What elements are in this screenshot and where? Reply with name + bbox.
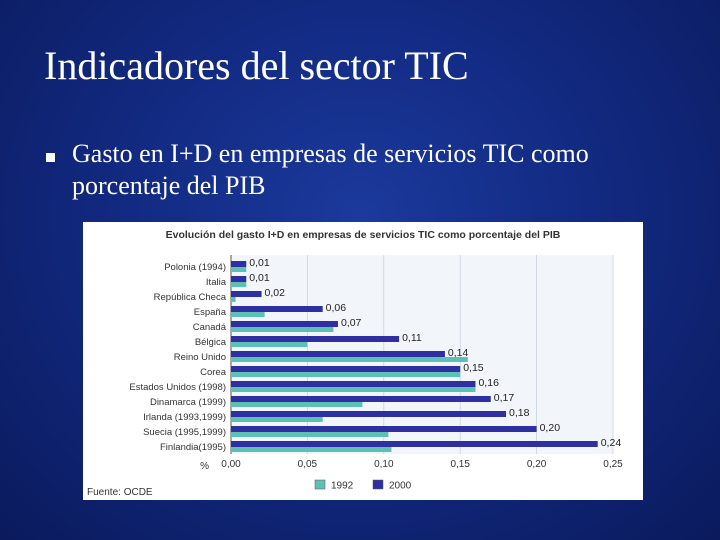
bar-2000 bbox=[231, 351, 445, 357]
category-label: Estados Unidos (1998) bbox=[129, 382, 226, 393]
slide-title: Indicadores del sector TIC bbox=[44, 43, 469, 88]
chart-title: Evolución del gasto I+D en empresas de s… bbox=[166, 229, 561, 241]
bar-1992 bbox=[231, 387, 476, 392]
data-label: 0,01 bbox=[249, 257, 270, 269]
data-label: 0,18 bbox=[509, 407, 530, 419]
chart-source: Fuente: OCDE bbox=[87, 487, 153, 498]
bar-1992 bbox=[231, 447, 392, 452]
data-label: 0,16 bbox=[478, 377, 499, 389]
bar-2000 bbox=[231, 276, 247, 282]
x-tick-label: 0,15 bbox=[450, 459, 470, 470]
data-label: 0,20 bbox=[540, 422, 561, 434]
category-label: Canadá bbox=[193, 322, 227, 333]
bar-1992 bbox=[231, 297, 236, 302]
data-label: 0,01 bbox=[249, 272, 270, 284]
category-label: España bbox=[194, 307, 227, 318]
bar-2000 bbox=[231, 336, 400, 342]
data-label: 0,15 bbox=[463, 362, 484, 374]
bar-1992 bbox=[231, 372, 461, 377]
category-label: Polonia (1994) bbox=[164, 262, 226, 273]
bar-2000 bbox=[231, 396, 491, 402]
legend-label: 1992 bbox=[331, 481, 354, 492]
bar-1992 bbox=[231, 267, 247, 272]
bar-1992 bbox=[231, 357, 468, 362]
data-label: 0,07 bbox=[341, 317, 362, 329]
bar-1992 bbox=[231, 342, 308, 347]
chart: Evolución del gasto I+D en empresas de s… bbox=[87, 229, 623, 498]
bullet-square-icon bbox=[46, 153, 55, 162]
bar-1992 bbox=[231, 402, 363, 407]
bar-2000 bbox=[231, 366, 461, 372]
data-label: 0,14 bbox=[448, 347, 469, 359]
bar-1992 bbox=[231, 312, 265, 317]
category-label: Finlandia(1995) bbox=[160, 442, 226, 453]
x-tick-label: 0,25 bbox=[603, 459, 623, 470]
bar-1992 bbox=[231, 282, 247, 287]
data-label: 0,06 bbox=[326, 302, 347, 314]
bar-2000 bbox=[231, 411, 507, 417]
category-label: Dinamarca (1999) bbox=[150, 397, 226, 408]
legend-swatch bbox=[372, 479, 384, 490]
legend-label: 2000 bbox=[389, 481, 412, 492]
bar-2000 bbox=[231, 306, 323, 312]
bar-2000 bbox=[231, 261, 247, 267]
category-label: Bélgica bbox=[195, 337, 227, 348]
bar-2000 bbox=[231, 441, 598, 447]
category-label: Reino Unido bbox=[174, 352, 226, 363]
bar-2000 bbox=[231, 321, 338, 327]
bullet-text: Gasto en I+D en empresas de servicios TI… bbox=[72, 139, 589, 200]
category-label: Irlanda (1993,1999) bbox=[143, 412, 226, 423]
category-label: República Checa bbox=[154, 292, 227, 303]
bar-1992 bbox=[231, 327, 334, 332]
legend-swatch bbox=[314, 479, 326, 490]
data-label: 0,24 bbox=[601, 437, 622, 449]
category-label: Suecia (1995,1999) bbox=[143, 427, 226, 438]
x-tick-label: 0,05 bbox=[298, 459, 318, 470]
data-label: 0,17 bbox=[494, 392, 515, 404]
bar-2000 bbox=[231, 381, 476, 387]
x-tick-label: 0,10 bbox=[374, 459, 394, 470]
x-tick-label: 0,20 bbox=[527, 459, 547, 470]
category-label: Italia bbox=[206, 277, 227, 288]
x-axis-label: % bbox=[200, 461, 209, 472]
data-label: 0,02 bbox=[265, 287, 286, 299]
chart-panel: Evolución del gasto I+D en empresas de s… bbox=[83, 222, 643, 500]
category-label: Corea bbox=[200, 367, 227, 378]
x-tick-label: 0,00 bbox=[221, 459, 241, 470]
bar-1992 bbox=[231, 432, 389, 437]
bar-1992 bbox=[231, 417, 323, 422]
bar-2000 bbox=[231, 291, 262, 297]
bar-2000 bbox=[231, 426, 537, 432]
data-label: 0,11 bbox=[402, 332, 422, 344]
